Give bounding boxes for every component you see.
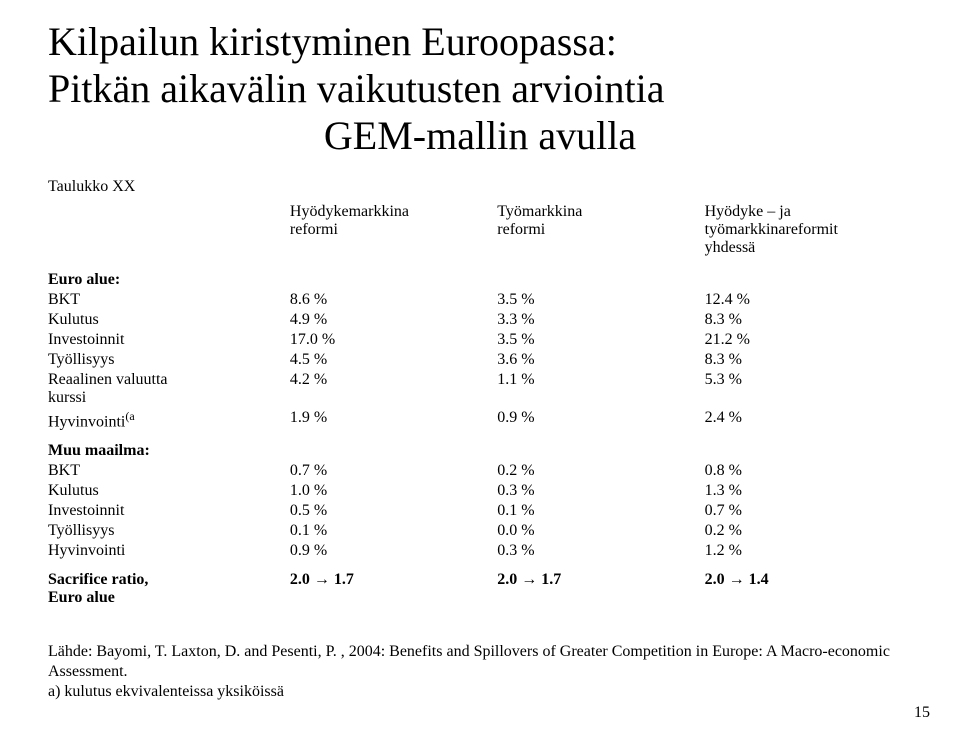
cell-value: 5.3 %	[705, 370, 912, 408]
cell-value: 0.3 %	[497, 481, 704, 501]
cell-value: 8.3 %	[705, 310, 912, 330]
section-euro-heading-row: Euro alue:	[48, 261, 912, 290]
section-world-heading-row: Muu maailma:	[48, 432, 912, 461]
row-label: Investoinnit	[48, 501, 290, 521]
cell-value: 1.2 %	[705, 541, 912, 561]
cell-value: 1.1 %	[497, 370, 704, 408]
table-row: Investoinnit0.5 %0.1 %0.7 %	[48, 501, 912, 521]
table-header-row: Hyödykemarkkina reformi Työmarkkina refo…	[48, 202, 912, 261]
sacrifice-label-l2: Euro alue	[48, 589, 115, 606]
footnote-marker: (a	[125, 409, 134, 423]
sacrifice-c-post: 1.4	[745, 571, 769, 588]
cell-value: 0.8 %	[705, 461, 912, 481]
arrow-icon: →	[729, 571, 745, 588]
cell-value: 12.4 %	[705, 290, 912, 310]
sacrifice-b-pre: 2.0	[497, 571, 521, 588]
cell-value: 4.9 %	[290, 310, 497, 330]
table-row: BKT8.6 %3.5 %12.4 %	[48, 290, 912, 310]
row-label: Työllisyys	[48, 350, 290, 370]
header-a-l2: reformi	[290, 221, 338, 238]
cell-value: 0.9 %	[290, 541, 497, 561]
sacrifice-a-post: 1.7	[330, 571, 354, 588]
row-label: Reaalinen valuuttakurssi	[48, 370, 290, 408]
header-c-l1: Hyödyke – ja	[705, 203, 791, 220]
table-label: Taulukko XX	[48, 178, 912, 196]
page-container: Kilpailun kiristyminen Euroopassa: Pitkä…	[0, 0, 960, 702]
header-c-l2: työmarkkinareformit	[705, 221, 838, 238]
sacrifice-b-post: 1.7	[537, 571, 561, 588]
table-row: Työllisyys4.5 %3.6 %8.3 %	[48, 350, 912, 370]
cell-value: 1.0 %	[290, 481, 497, 501]
cell-value: 3.6 %	[497, 350, 704, 370]
cell-value: 1.9 %	[290, 408, 497, 432]
cell-value: 0.2 %	[497, 461, 704, 481]
row-label: Kulutus	[48, 481, 290, 501]
table-row: Hyvinvointi0.9 %0.3 %1.2 %	[48, 541, 912, 561]
section-world-heading: Muu maailma:	[48, 432, 290, 461]
cell-value: 3.5 %	[497, 330, 704, 350]
row-label: BKT	[48, 290, 290, 310]
arrow-icon: →	[521, 571, 537, 588]
cell-value: 8.6 %	[290, 290, 497, 310]
arrow-icon: →	[314, 571, 330, 588]
table-row: Työllisyys0.1 %0.0 %0.2 %	[48, 521, 912, 541]
table-row: Kulutus4.9 %3.3 %8.3 %	[48, 310, 912, 330]
footnotes: Lähde: Bayomi, T. Laxton, D. and Pesenti…	[48, 642, 912, 702]
cell-value: 3.3 %	[497, 310, 704, 330]
cell-value: 4.5 %	[290, 350, 497, 370]
document-title: Kilpailun kiristyminen Euroopassa: Pitkä…	[48, 18, 912, 160]
cell-value: 17.0 %	[290, 330, 497, 350]
section-euro-heading: Euro alue:	[48, 261, 290, 290]
cell-value: 0.5 %	[290, 501, 497, 521]
cell-value: 21.2 %	[705, 330, 912, 350]
cell-value: 1.3 %	[705, 481, 912, 501]
row-label: Työllisyys	[48, 521, 290, 541]
sacrifice-label-l1: Sacrifice ratio,	[48, 571, 148, 588]
title-line-2: Pitkän aikavälin vaikutusten arviointia	[48, 66, 665, 111]
sacrifice-a: 2.0 → 1.7	[290, 561, 497, 608]
cell-value: 2.4 %	[705, 408, 912, 432]
cell-value: 3.5 %	[497, 290, 704, 310]
row-label: BKT	[48, 461, 290, 481]
cell-value: 4.2 %	[290, 370, 497, 408]
table-row: Reaalinen valuuttakurssi4.2 %1.1 %5.3 %	[48, 370, 912, 408]
data-table: Hyödykemarkkina reformi Työmarkkina refo…	[48, 202, 912, 608]
sacrifice-a-pre: 2.0	[290, 571, 314, 588]
header-col-b: Työmarkkina reformi	[497, 202, 704, 261]
row-label: Hyvinvointi	[48, 541, 290, 561]
table-row: Kulutus1.0 %0.3 %1.3 %	[48, 481, 912, 501]
sacrifice-label: Sacrifice ratio, Euro alue	[48, 561, 290, 608]
header-b-l1: Työmarkkina	[497, 203, 582, 220]
row-label: Kulutus	[48, 310, 290, 330]
cell-value: 0.1 %	[290, 521, 497, 541]
footnote-source: Lähde: Bayomi, T. Laxton, D. and Pesenti…	[48, 642, 912, 682]
header-c-l3: yhdessä	[705, 239, 756, 256]
header-b-l2: reformi	[497, 221, 545, 238]
page-number: 15	[914, 704, 930, 722]
table-row: Hyvinvointi(a1.9 %0.9 %2.4 %	[48, 408, 912, 432]
sacrifice-b: 2.0 → 1.7	[497, 561, 704, 608]
row-label: Hyvinvointi(a	[48, 408, 290, 432]
sacrifice-c-pre: 2.0	[705, 571, 729, 588]
footnote-a: a) kulutus ekvivalenteissa yksiköissä	[48, 682, 912, 702]
header-a-l1: Hyödykemarkkina	[290, 203, 409, 220]
title-line-3: GEM-mallin avulla	[48, 112, 912, 159]
sacrifice-row: Sacrifice ratio, Euro alue 2.0 → 1.7 2.0…	[48, 561, 912, 608]
cell-value: 0.1 %	[497, 501, 704, 521]
cell-value: 0.3 %	[497, 541, 704, 561]
cell-value: 0.7 %	[290, 461, 497, 481]
table-row: Investoinnit17.0 %3.5 %21.2 %	[48, 330, 912, 350]
cell-value: 0.9 %	[497, 408, 704, 432]
table-row: BKT0.7 %0.2 %0.8 %	[48, 461, 912, 481]
cell-value: 0.0 %	[497, 521, 704, 541]
row-label: Investoinnit	[48, 330, 290, 350]
title-line-1: Kilpailun kiristyminen Euroopassa:	[48, 19, 617, 64]
header-col-c: Hyödyke – ja työmarkkinareformit yhdessä	[705, 202, 912, 261]
cell-value: 0.7 %	[705, 501, 912, 521]
header-col-a: Hyödykemarkkina reformi	[290, 202, 497, 261]
cell-value: 8.3 %	[705, 350, 912, 370]
cell-value: 0.2 %	[705, 521, 912, 541]
sacrifice-c: 2.0 → 1.4	[705, 561, 912, 608]
